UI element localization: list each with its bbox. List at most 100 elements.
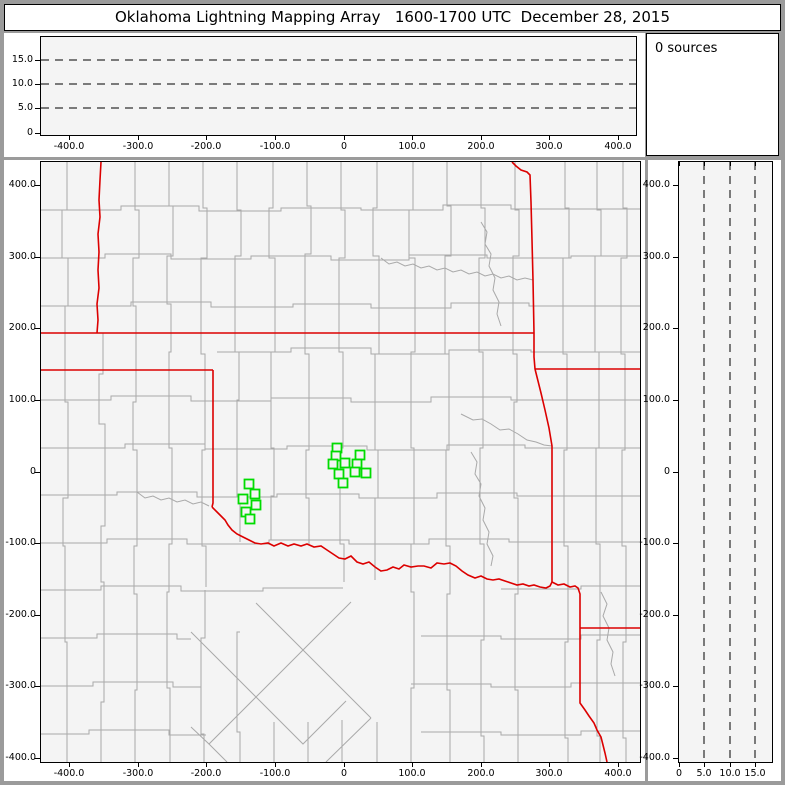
tick-label: 200.0 — [467, 768, 495, 779]
tick-label: 10.0 — [719, 768, 741, 779]
tick-mark — [69, 135, 70, 140]
tick-label: 5.0 — [696, 768, 712, 779]
tick-mark — [704, 762, 705, 767]
tick-mark — [344, 762, 345, 767]
tick-mark — [35, 133, 41, 134]
tick-label: -100.0 — [639, 537, 670, 548]
tick-mark — [35, 185, 41, 186]
tick-label: -300.0 — [5, 680, 36, 691]
title-bar: Oklahoma Lightning Mapping Array 1600-17… — [4, 4, 781, 31]
tick-label: 5.0 — [17, 102, 33, 113]
tick-label: 0 — [29, 466, 36, 477]
ew-altitude-plot — [41, 59, 636, 109]
tick-mark — [275, 135, 276, 140]
tick-mark — [275, 762, 276, 767]
tick-label: 400.0 — [604, 768, 632, 779]
tick-label: -200.0 — [190, 768, 222, 779]
plot-title: Oklahoma Lightning Mapping Array 1600-17… — [114, 8, 670, 26]
tick-mark — [69, 762, 70, 767]
tick-mark — [344, 135, 345, 140]
tick-mark — [673, 615, 679, 616]
tick-mark — [673, 328, 679, 329]
tick-label: -400.0 — [639, 752, 670, 763]
tick-label: 100.0 — [398, 768, 426, 779]
tick-mark — [35, 400, 41, 401]
tick-mark — [481, 135, 482, 140]
sources-count-panel: 0 sources — [646, 33, 779, 156]
tick-label: -100.0 — [5, 537, 36, 548]
tick-mark — [35, 472, 41, 473]
tick-mark — [755, 162, 756, 166]
tick-mark — [35, 543, 41, 544]
lma-station-markers — [237, 442, 372, 525]
tick-mark — [673, 472, 679, 473]
tick-label: 0 — [675, 768, 683, 779]
tick-label: -300.0 — [639, 680, 670, 691]
tick-label: 400.0 — [8, 179, 36, 190]
tick-mark — [679, 762, 680, 767]
tick-label: 100.0 — [642, 394, 670, 405]
tick-mark — [730, 162, 731, 166]
tick-label: 0 — [340, 768, 348, 779]
tick-mark — [704, 162, 705, 166]
tick-mark — [35, 615, 41, 616]
tick-label: 10.0 — [11, 78, 33, 89]
tick-mark — [35, 257, 41, 258]
tick-label: -200.0 — [190, 141, 222, 152]
tick-mark — [35, 686, 41, 687]
tick-mark — [138, 135, 139, 140]
plan-view-map-plot-area[interactable] — [40, 161, 641, 763]
tick-mark — [412, 135, 413, 140]
tick-label: -200.0 — [639, 609, 670, 620]
tick-mark — [138, 762, 139, 767]
tick-label: 300.0 — [535, 768, 563, 779]
tick-mark — [673, 400, 679, 401]
altitude-ew-plot-area[interactable] — [40, 36, 637, 136]
tick-label: 0 — [663, 466, 670, 477]
tick-mark — [549, 762, 550, 767]
tick-mark — [679, 162, 680, 166]
tick-mark — [618, 762, 619, 767]
tick-label: -300.0 — [122, 768, 154, 779]
tick-label: 400.0 — [604, 141, 632, 152]
oklahoma-county-map — [41, 162, 640, 762]
tick-mark — [35, 60, 41, 61]
tick-mark — [35, 84, 41, 85]
tick-label: 15.0 — [11, 54, 33, 65]
tick-mark — [481, 762, 482, 767]
tick-label: -200.0 — [5, 609, 36, 620]
tick-mark — [35, 108, 41, 109]
tick-mark — [673, 185, 679, 186]
tick-mark — [206, 135, 207, 140]
altitude-ns-plot-area[interactable] — [678, 161, 773, 763]
tick-label: -100.0 — [259, 768, 291, 779]
tick-label: -300.0 — [122, 141, 154, 152]
tick-mark — [673, 257, 679, 258]
sources-count-label: 0 sources — [655, 41, 718, 56]
tick-label: 100.0 — [8, 394, 36, 405]
ns-altitude-plot — [703, 162, 756, 762]
tick-label: -400.0 — [53, 141, 85, 152]
tick-mark — [730, 762, 731, 767]
tick-label: 300.0 — [642, 251, 670, 262]
tick-mark — [673, 543, 679, 544]
tick-label: -400.0 — [5, 752, 36, 763]
tick-label: 200.0 — [642, 322, 670, 333]
tick-label: 100.0 — [398, 141, 426, 152]
tick-label: 300.0 — [8, 251, 36, 262]
tick-mark — [549, 135, 550, 140]
tick-label: 15.0 — [744, 768, 766, 779]
tick-label: 300.0 — [535, 141, 563, 152]
tick-mark — [35, 328, 41, 329]
tick-label: -100.0 — [259, 141, 291, 152]
tick-mark — [35, 758, 41, 759]
tick-mark — [673, 686, 679, 687]
tick-label: 200.0 — [8, 322, 36, 333]
tick-label: 400.0 — [642, 179, 670, 190]
tick-mark — [618, 135, 619, 140]
tick-label: 0 — [340, 141, 348, 152]
tick-label: -400.0 — [53, 768, 85, 779]
tick-mark — [755, 762, 756, 767]
tick-mark — [206, 762, 207, 767]
